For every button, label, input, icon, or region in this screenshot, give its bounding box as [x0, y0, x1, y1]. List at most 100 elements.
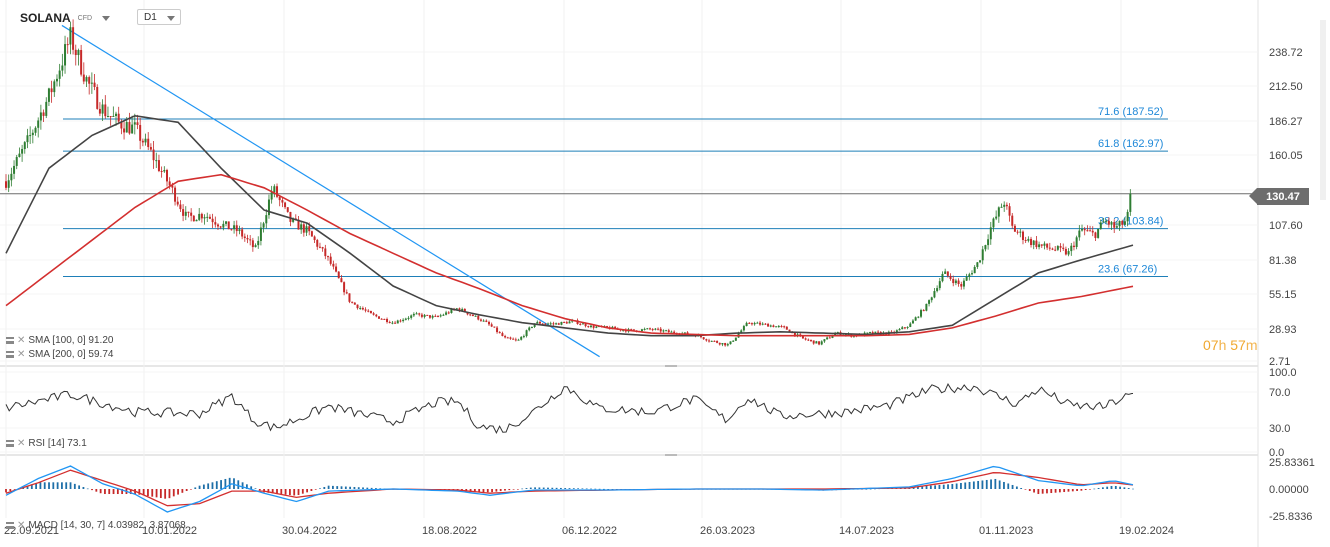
macd-histogram-bar	[1089, 489, 1091, 490]
macd-line	[5, 465, 1134, 513]
macd-histogram-bar	[336, 486, 339, 489]
macd-histogram-bar	[306, 489, 309, 493]
macd-histogram-bar	[607, 489, 610, 490]
macd-histogram-bar	[942, 484, 945, 490]
macd-histogram-bar	[1097, 487, 1100, 490]
candle-body	[359, 307, 362, 309]
candle-body	[318, 246, 321, 248]
macd-histogram-bar	[611, 489, 614, 490]
macd-histogram-bar	[585, 488, 588, 490]
candle-body	[356, 304, 359, 309]
candle-body	[987, 239, 990, 246]
macd-histogram-bar	[9, 489, 12, 492]
candle-body	[922, 310, 925, 312]
macd-histogram-bar	[26, 485, 29, 489]
candle-body	[522, 336, 525, 338]
candle-body	[654, 328, 657, 330]
macd-histogram-bar	[581, 488, 584, 490]
candle-body	[525, 330, 528, 337]
candle-body	[69, 27, 72, 45]
candle-body	[941, 273, 944, 282]
candle-body	[461, 308, 464, 311]
candle-body	[759, 322, 762, 325]
candle-body	[230, 229, 233, 231]
candle-body	[563, 321, 566, 323]
symbol-name[interactable]: SOLANA	[20, 11, 71, 25]
candle-body	[249, 239, 252, 241]
legend-sma200: ✕ SMA [200, 0] 59.74	[6, 349, 113, 360]
candle-body	[434, 315, 437, 317]
symbol-dropdown-chevron-icon[interactable]	[102, 15, 111, 21]
candle-body	[144, 138, 147, 143]
close-icon[interactable]: ✕	[17, 348, 26, 360]
candle-body	[206, 216, 209, 218]
settings-bars-icon[interactable]	[6, 522, 14, 529]
candle-body	[506, 337, 509, 339]
candle-body	[329, 256, 332, 264]
candle-body	[396, 320, 399, 324]
candle-body	[88, 77, 91, 84]
candle-body	[160, 170, 163, 172]
macd-histogram-bar	[499, 489, 502, 492]
candle-body	[670, 331, 673, 333]
macd-histogram-bar	[1119, 486, 1121, 489]
macd-histogram-bar	[30, 484, 33, 489]
chevron-down-icon[interactable]	[167, 16, 175, 21]
candle-body	[812, 340, 815, 344]
candle-body	[783, 326, 786, 328]
candle-body	[1121, 220, 1124, 225]
candle-body	[949, 275, 952, 279]
macd-histogram-bar	[258, 489, 261, 491]
macd-histogram-bar	[912, 486, 915, 489]
candle-body	[203, 217, 206, 219]
close-icon[interactable]: ✕	[17, 437, 26, 449]
y-tick-label: 28.93	[1269, 324, 1297, 336]
candle-body	[895, 330, 898, 333]
candle-body	[351, 301, 354, 303]
candle-body	[233, 225, 236, 230]
candle-body	[5, 181, 7, 188]
candle-body	[125, 122, 128, 133]
candle-body	[1070, 245, 1073, 252]
candle-body	[200, 213, 203, 219]
candle-body	[423, 314, 426, 317]
settings-bars-icon[interactable]	[6, 337, 14, 344]
candle-body	[780, 326, 783, 328]
candle-body	[31, 132, 34, 136]
candle-body	[708, 340, 711, 342]
candle-body	[530, 326, 533, 328]
candle-body	[211, 218, 214, 223]
candle-body	[335, 266, 338, 272]
settings-bars-icon[interactable]	[6, 351, 14, 358]
candle-body	[246, 238, 249, 240]
macd-histogram-bar	[1015, 486, 1018, 489]
candle-body	[399, 320, 402, 322]
close-icon[interactable]: ✕	[17, 334, 26, 346]
candle-body	[514, 339, 517, 341]
candle-body	[954, 280, 957, 284]
candle-body	[1013, 225, 1016, 232]
candle-body	[208, 216, 211, 219]
macd-histogram-bar	[202, 484, 205, 490]
macd-histogram-bar	[968, 481, 971, 489]
candle-body	[155, 160, 158, 162]
macd-histogram-bar	[65, 482, 68, 489]
candle-body	[120, 121, 123, 129]
candle-body	[45, 101, 48, 116]
macd-histogram-bar	[1058, 489, 1061, 493]
candle-body	[584, 323, 587, 327]
candle-body	[538, 321, 541, 324]
candle-body	[1054, 249, 1057, 251]
macd-histogram-bar	[301, 489, 304, 494]
candle-body	[877, 331, 880, 333]
timeframe-select[interactable]: D1	[137, 9, 181, 25]
macd-histogram-bar	[73, 483, 76, 489]
candle-body	[1011, 215, 1014, 226]
close-icon[interactable]: ✕	[17, 519, 26, 531]
candle-body	[1102, 221, 1105, 223]
candle-body	[117, 113, 120, 122]
settings-bars-icon[interactable]	[6, 440, 14, 447]
macd-histogram-bar	[276, 489, 278, 494]
candle-body	[901, 327, 904, 330]
